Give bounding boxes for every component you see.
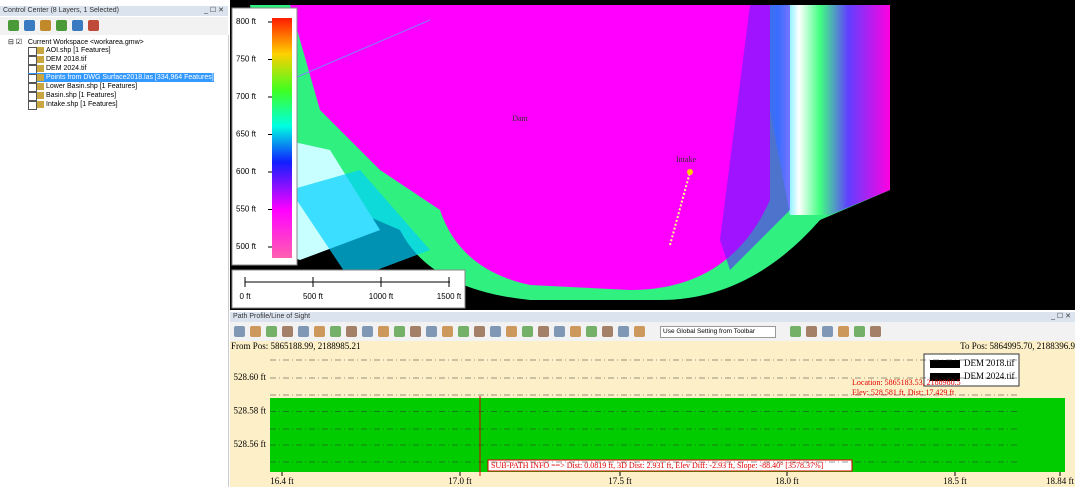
toolbar-button[interactable]: [234, 326, 245, 337]
toolbar-button[interactable]: [790, 326, 801, 337]
toolbar-button[interactable]: [330, 326, 341, 337]
toolbar-button[interactable]: [586, 326, 597, 337]
layer-tree: ⊟ ☑ Current Workspace <workarea.gmw> AOI…: [0, 35, 229, 487]
toolbar-button[interactable]: [870, 326, 881, 337]
scale-label: 1000 ft: [369, 292, 394, 301]
legend-tick-label: 800 ft: [236, 17, 257, 26]
toolbar-button[interactable]: [394, 326, 405, 337]
y-tick-label: 528.60 ft: [234, 372, 267, 382]
x-tick-label: 18.0 ft: [775, 476, 799, 486]
layer-item[interactable]: Lower Basin.shp [1 Features]: [28, 82, 137, 91]
toolbar-button[interactable]: [314, 326, 325, 337]
toolbar-button[interactable]: [522, 326, 533, 337]
toolbar-button[interactable]: [442, 326, 453, 337]
toolbar-button[interactable]: [458, 326, 469, 337]
toolbar-button[interactable]: [838, 326, 849, 337]
profile-title: Path Profile/Line of Sight_ ☐ ✕: [230, 312, 1075, 322]
toolbar-button[interactable]: [346, 326, 357, 337]
toolbar-button[interactable]: [250, 326, 261, 337]
toolbar-button[interactable]: [266, 326, 277, 337]
subpath-info: SUB-PATH INFO ==> Dist: 0.0819 ft, 3D Di…: [491, 461, 824, 470]
scale-label: 0 ft: [239, 292, 251, 301]
y-tick-label: 528.56 ft: [234, 439, 267, 449]
x-tick-label: 16.4 ft: [270, 476, 294, 486]
toolbar-button[interactable]: [634, 326, 645, 337]
scale-label: 1500 ft: [437, 292, 462, 301]
legend-tick-label: 500 ft: [236, 242, 257, 251]
toolbar-button[interactable]: [410, 326, 421, 337]
legend-tick-label: 650 ft: [236, 130, 257, 139]
toolbar-button[interactable]: [506, 326, 517, 337]
toolbar-button[interactable]: [490, 326, 501, 337]
x-tick-label: 18.5 ft: [943, 476, 967, 486]
layer-item[interactable]: Basin.shp [1 Features]: [28, 91, 116, 100]
profile-toolbar: Use Global Setting from Toolbar: [230, 322, 1075, 341]
from-pos: From Pos: 5865188.99, 2188985.21: [231, 341, 361, 351]
toolbar-button[interactable]: [426, 326, 437, 337]
x-tick-label: 17.0 ft: [448, 476, 472, 486]
panel-title: Control Center (8 Layers, 1 Selected)_ ☐…: [0, 6, 228, 16]
toolbar-button[interactable]: [282, 326, 293, 337]
map-label: Dam: [512, 114, 528, 123]
location: Location: 5865183.53, 2188980.5: [852, 378, 961, 387]
dropdown-text: Use Global Setting from Toolbar: [663, 328, 755, 335]
toolbar-button[interactable]: [538, 326, 549, 337]
map-view[interactable]: 800 ft 750 ft 700 ft 650 ft 600 ft 550 ft 500 …: [230, 0, 1075, 310]
toolbar-button[interactable]: [554, 326, 565, 337]
page: Control Center (8 Layers, 1 Selected)_ ☐…: [0, 0, 1075, 487]
legend-label: DEM 2024.tif: [964, 371, 1015, 381]
to-pos: To Pos: 5864995.70, 2188396.9: [960, 341, 1075, 351]
map-label: Intake: [676, 155, 696, 164]
toolbar: [0, 17, 228, 35]
dropdown[interactable]: Use Global Setting from Toolbar: [660, 326, 776, 338]
toolbar-button[interactable]: [806, 326, 817, 337]
layer-item[interactable]: DEM 2024.tif: [28, 64, 86, 73]
toolbar-button[interactable]: [88, 20, 99, 31]
legend-tick-label: 550 ft: [236, 205, 257, 214]
toolbar-button[interactable]: [618, 326, 629, 337]
toolbar-button[interactable]: [362, 326, 373, 337]
legend-tick-label: 700 ft: [236, 92, 257, 101]
toolbar-button[interactable]: [24, 20, 35, 31]
legend-label: DEM 2018.tif: [964, 358, 1015, 368]
toolbar-button[interactable]: [56, 20, 67, 31]
layer-item[interactable]: Intake.shp [1 Features]: [28, 100, 118, 109]
toolbar-button[interactable]: [474, 326, 485, 337]
toolbar-button[interactable]: [378, 326, 389, 337]
scale-label: 500 ft: [303, 292, 324, 301]
toolbar-button[interactable]: [602, 326, 613, 337]
toolbar-button[interactable]: [8, 20, 19, 31]
legend-tick-label: 600 ft: [236, 167, 257, 176]
elevation: Elev: 528.581 ft, Dist: 17.429 ft: [852, 388, 955, 397]
x-tick-label: 17.5 ft: [608, 476, 632, 486]
toolbar-button[interactable]: [72, 20, 83, 31]
workspace-node[interactable]: ⊟ ☑ Current Workspace <workarea.gmw>: [8, 38, 144, 46]
panel-title-text: Control Center (8 Layers, 1 Selected): [3, 7, 119, 14]
toolbar-button[interactable]: [822, 326, 833, 337]
profile-chart[interactable]: From Pos: 5865188.99, 2188985.21 To Pos: …: [230, 341, 1075, 487]
layer-item[interactable]: AOI.shp [1 Features]: [28, 46, 111, 55]
layer-item[interactable]: Points from DWG Surface2018.las [334,964…: [28, 73, 214, 82]
legend-tick-label: 750 ft: [236, 55, 257, 64]
toolbar-button[interactable]: [570, 326, 581, 337]
toolbar-button[interactable]: [298, 326, 309, 337]
x-tick-label: 18.84 ft: [1046, 476, 1074, 486]
toolbar-button[interactable]: [854, 326, 865, 337]
toolbar-button[interactable]: [40, 20, 51, 31]
y-tick-label: 528.58 ft: [234, 406, 267, 416]
workspace-label: Current Workspace <workarea.gmw>: [28, 39, 144, 46]
profile-title-text: Path Profile/Line of Sight: [233, 313, 310, 320]
layer-item[interactable]: DEM 2018.tif: [28, 55, 86, 64]
